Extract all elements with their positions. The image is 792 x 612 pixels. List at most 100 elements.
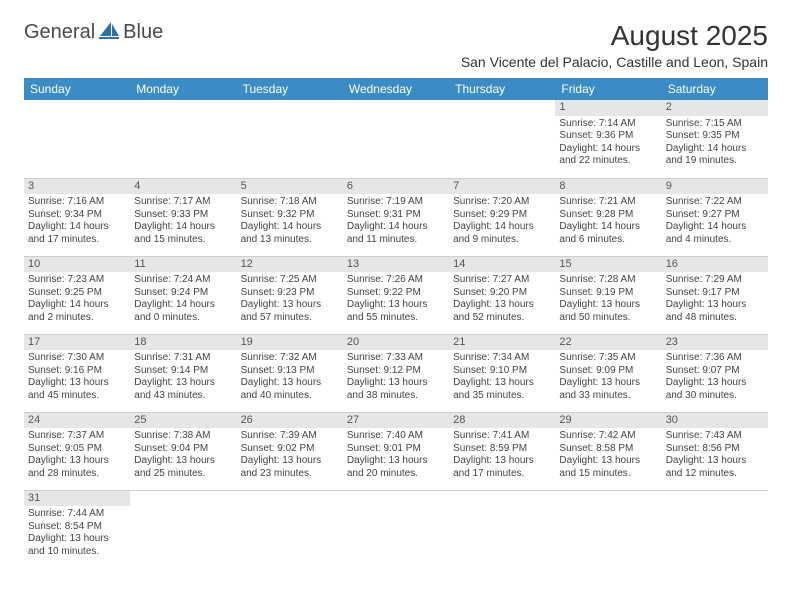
day-number: 14 bbox=[449, 257, 555, 273]
calendar-cell bbox=[343, 490, 449, 568]
calendar-cell: 15Sunrise: 7:28 AMSunset: 9:19 PMDayligh… bbox=[555, 256, 661, 334]
sunset-text: Sunset: 9:23 PM bbox=[241, 287, 339, 300]
day2-text: and 57 minutes. bbox=[241, 312, 339, 325]
sunrise-text: Sunrise: 7:20 AM bbox=[453, 196, 551, 209]
sunrise-text: Sunrise: 7:14 AM bbox=[559, 118, 657, 131]
sunrise-text: Sunrise: 7:29 AM bbox=[666, 274, 764, 287]
day-info: Sunrise: 7:27 AMSunset: 9:20 PMDaylight:… bbox=[453, 274, 551, 324]
day2-text: and 28 minutes. bbox=[28, 468, 126, 481]
day1-text: Daylight: 13 hours bbox=[347, 455, 445, 468]
sail-icon bbox=[97, 20, 121, 45]
calendar-cell: 28Sunrise: 7:41 AMSunset: 8:59 PMDayligh… bbox=[449, 412, 555, 490]
day-info: Sunrise: 7:33 AMSunset: 9:12 PMDaylight:… bbox=[347, 352, 445, 402]
sunset-text: Sunset: 9:36 PM bbox=[559, 130, 657, 143]
calendar-cell bbox=[130, 100, 236, 178]
sunset-text: Sunset: 9:34 PM bbox=[28, 209, 126, 222]
sunrise-text: Sunrise: 7:26 AM bbox=[347, 274, 445, 287]
day-number: 20 bbox=[343, 335, 449, 351]
day1-text: Daylight: 13 hours bbox=[453, 377, 551, 390]
calendar-cell: 25Sunrise: 7:38 AMSunset: 9:04 PMDayligh… bbox=[130, 412, 236, 490]
calendar-cell: 29Sunrise: 7:42 AMSunset: 8:58 PMDayligh… bbox=[555, 412, 661, 490]
day1-text: Daylight: 13 hours bbox=[559, 455, 657, 468]
day1-text: Daylight: 14 hours bbox=[559, 143, 657, 156]
day-info: Sunrise: 7:36 AMSunset: 9:07 PMDaylight:… bbox=[666, 352, 764, 402]
day2-text: and 17 minutes. bbox=[453, 468, 551, 481]
day1-text: Daylight: 14 hours bbox=[666, 143, 764, 156]
sunrise-text: Sunrise: 7:22 AM bbox=[666, 196, 764, 209]
day2-text: and 25 minutes. bbox=[134, 468, 232, 481]
day-info: Sunrise: 7:29 AMSunset: 9:17 PMDaylight:… bbox=[666, 274, 764, 324]
day2-text: and 9 minutes. bbox=[453, 234, 551, 247]
weekday-header: Thursday bbox=[449, 78, 555, 100]
day1-text: Daylight: 13 hours bbox=[453, 455, 551, 468]
sunrise-text: Sunrise: 7:21 AM bbox=[559, 196, 657, 209]
day-info: Sunrise: 7:30 AMSunset: 9:16 PMDaylight:… bbox=[28, 352, 126, 402]
sunset-text: Sunset: 9:19 PM bbox=[559, 287, 657, 300]
sunrise-text: Sunrise: 7:28 AM bbox=[559, 274, 657, 287]
day-info: Sunrise: 7:35 AMSunset: 9:09 PMDaylight:… bbox=[559, 352, 657, 402]
calendar-cell: 20Sunrise: 7:33 AMSunset: 9:12 PMDayligh… bbox=[343, 334, 449, 412]
day2-text: and 33 minutes. bbox=[559, 390, 657, 403]
calendar-cell: 19Sunrise: 7:32 AMSunset: 9:13 PMDayligh… bbox=[237, 334, 343, 412]
day-number: 5 bbox=[237, 179, 343, 195]
calendar-cell: 10Sunrise: 7:23 AMSunset: 9:25 PMDayligh… bbox=[24, 256, 130, 334]
calendar-cell bbox=[555, 490, 661, 568]
sunset-text: Sunset: 9:05 PM bbox=[28, 443, 126, 456]
day1-text: Daylight: 14 hours bbox=[28, 299, 126, 312]
day1-text: Daylight: 14 hours bbox=[347, 221, 445, 234]
day-info: Sunrise: 7:15 AMSunset: 9:35 PMDaylight:… bbox=[666, 118, 764, 168]
sunrise-text: Sunrise: 7:33 AM bbox=[347, 352, 445, 365]
sunset-text: Sunset: 9:07 PM bbox=[666, 365, 764, 378]
sunset-text: Sunset: 9:01 PM bbox=[347, 443, 445, 456]
sunset-text: Sunset: 9:35 PM bbox=[666, 130, 764, 143]
day-info: Sunrise: 7:23 AMSunset: 9:25 PMDaylight:… bbox=[28, 274, 126, 324]
day2-text: and 4 minutes. bbox=[666, 234, 764, 247]
day-number: 11 bbox=[130, 257, 236, 273]
day1-text: Daylight: 13 hours bbox=[666, 299, 764, 312]
day2-text: and 15 minutes. bbox=[134, 234, 232, 247]
calendar-row: 24Sunrise: 7:37 AMSunset: 9:05 PMDayligh… bbox=[24, 412, 768, 490]
day2-text: and 45 minutes. bbox=[28, 390, 126, 403]
weekday-header: Tuesday bbox=[237, 78, 343, 100]
sunset-text: Sunset: 9:20 PM bbox=[453, 287, 551, 300]
sunrise-text: Sunrise: 7:35 AM bbox=[559, 352, 657, 365]
sunset-text: Sunset: 9:13 PM bbox=[241, 365, 339, 378]
sunset-text: Sunset: 9:24 PM bbox=[134, 287, 232, 300]
day2-text: and 17 minutes. bbox=[28, 234, 126, 247]
sunrise-text: Sunrise: 7:40 AM bbox=[347, 430, 445, 443]
calendar-table: Sunday Monday Tuesday Wednesday Thursday… bbox=[24, 78, 768, 568]
sunrise-text: Sunrise: 7:19 AM bbox=[347, 196, 445, 209]
weekday-header: Monday bbox=[130, 78, 236, 100]
day-number: 10 bbox=[24, 257, 130, 273]
sunrise-text: Sunrise: 7:44 AM bbox=[28, 508, 126, 521]
calendar-cell: 13Sunrise: 7:26 AMSunset: 9:22 PMDayligh… bbox=[343, 256, 449, 334]
day1-text: Daylight: 14 hours bbox=[453, 221, 551, 234]
day-info: Sunrise: 7:26 AMSunset: 9:22 PMDaylight:… bbox=[347, 274, 445, 324]
sunrise-text: Sunrise: 7:15 AM bbox=[666, 118, 764, 131]
sunset-text: Sunset: 8:56 PM bbox=[666, 443, 764, 456]
calendar-cell: 9Sunrise: 7:22 AMSunset: 9:27 PMDaylight… bbox=[662, 178, 768, 256]
sunset-text: Sunset: 9:22 PM bbox=[347, 287, 445, 300]
page-title: August 2025 bbox=[461, 20, 768, 52]
calendar-cell: 18Sunrise: 7:31 AMSunset: 9:14 PMDayligh… bbox=[130, 334, 236, 412]
sunset-text: Sunset: 9:28 PM bbox=[559, 209, 657, 222]
calendar-cell bbox=[449, 100, 555, 178]
day2-text: and 52 minutes. bbox=[453, 312, 551, 325]
day1-text: Daylight: 13 hours bbox=[134, 377, 232, 390]
sunset-text: Sunset: 8:54 PM bbox=[28, 521, 126, 534]
calendar-row: 31Sunrise: 7:44 AMSunset: 8:54 PMDayligh… bbox=[24, 490, 768, 568]
day-number: 25 bbox=[130, 413, 236, 429]
sunrise-text: Sunrise: 7:23 AM bbox=[28, 274, 126, 287]
day-number: 21 bbox=[449, 335, 555, 351]
day-info: Sunrise: 7:44 AMSunset: 8:54 PMDaylight:… bbox=[28, 508, 126, 558]
day2-text: and 48 minutes. bbox=[666, 312, 764, 325]
day2-text: and 10 minutes. bbox=[28, 546, 126, 559]
day-number: 12 bbox=[237, 257, 343, 273]
day2-text: and 12 minutes. bbox=[666, 468, 764, 481]
day2-text: and 0 minutes. bbox=[134, 312, 232, 325]
day1-text: Daylight: 13 hours bbox=[559, 377, 657, 390]
sunset-text: Sunset: 9:09 PM bbox=[559, 365, 657, 378]
calendar-cell bbox=[237, 100, 343, 178]
day2-text: and 55 minutes. bbox=[347, 312, 445, 325]
day1-text: Daylight: 13 hours bbox=[666, 455, 764, 468]
